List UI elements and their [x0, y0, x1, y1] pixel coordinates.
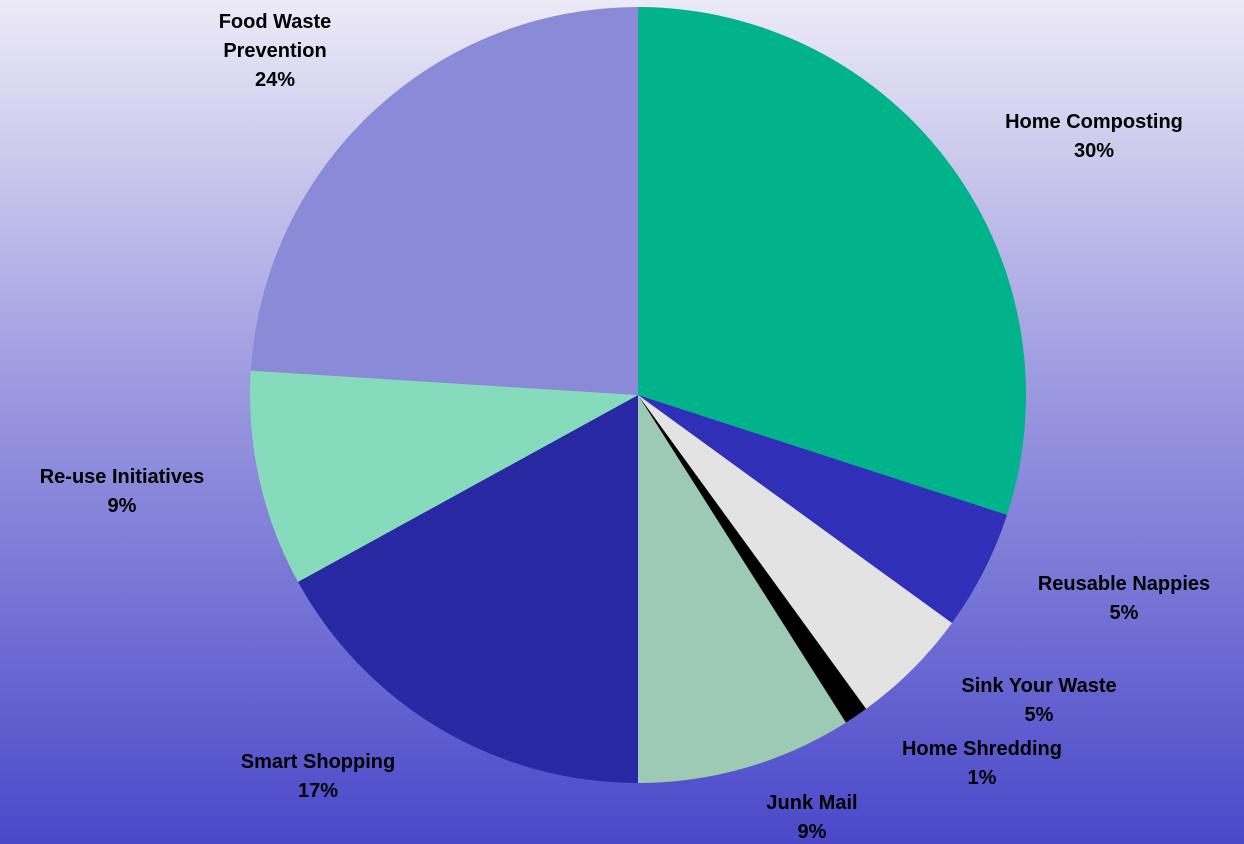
pie-slice-sink-your-waste	[638, 395, 952, 709]
pie-slice-smart-shopping	[297, 395, 638, 783]
slice-label-home-composting: Home Composting 30%	[1005, 111, 1183, 162]
slice-label-re-use-initiatives: Re-use Initiatives 9%	[40, 466, 205, 517]
pie-slice-re-use-initiatives	[250, 370, 639, 582]
pie-slice-home-composting	[638, 7, 1027, 515]
pie-slice-junk-mail	[638, 395, 846, 783]
pie-slice-home-shredding	[638, 395, 867, 723]
slice-label-smart-shopping: Smart Shopping 17%	[241, 751, 395, 802]
pie-slice-food-waste-prevention	[250, 7, 638, 395]
pie-slice-reusable-nappies	[638, 395, 1008, 624]
pie-labels: Home Composting 30% Reusable Nappies 5% Sink…	[40, 11, 1210, 843]
slice-label-home-shredding: Home Shredding 1%	[902, 738, 1062, 789]
slice-label-junk-mail: Junk Mail 9%	[766, 792, 857, 843]
slice-label-food-waste-prevention: Food Waste Prevention 24%	[219, 11, 332, 91]
slice-label-sink-your-waste: Sink Your Waste 5%	[961, 675, 1116, 726]
pie-slices	[250, 7, 1027, 783]
slice-label-reusable-nappies: Reusable Nappies 5%	[1038, 573, 1210, 624]
